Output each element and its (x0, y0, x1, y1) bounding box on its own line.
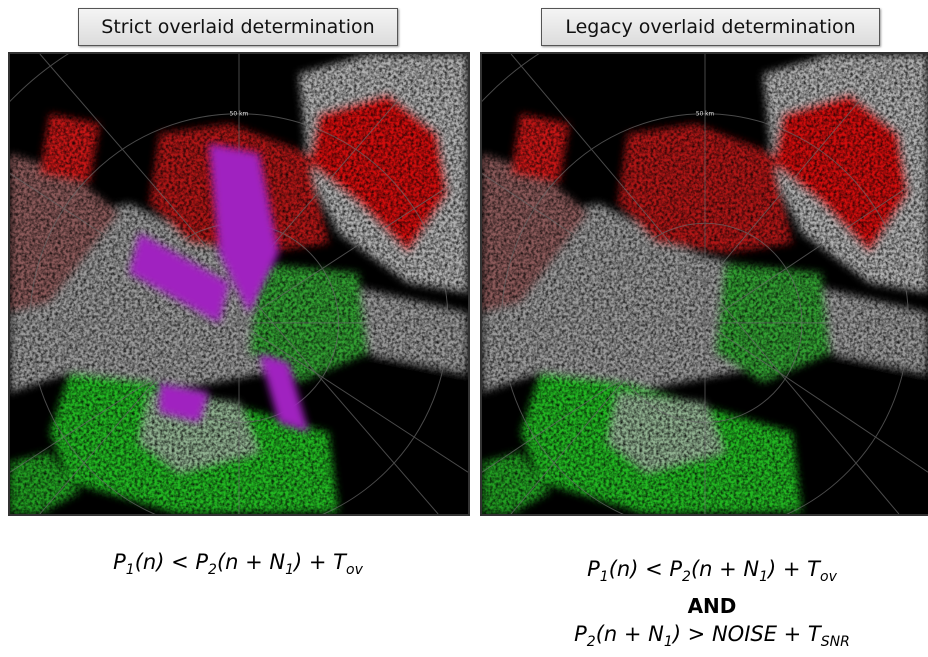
formula-term: P (587, 557, 600, 581)
radar-image-legacy: 50 km (480, 52, 928, 516)
formula-strict: P1(n) < P2(n + N1) + Tov (38, 548, 438, 585)
formula-term: ) > NOISE + T (672, 622, 821, 647)
radar-image-strict: 50 km (8, 52, 470, 516)
range-label: 50 km (230, 111, 249, 118)
conjunction: AND (687, 594, 737, 619)
formula-term: (n + N (595, 622, 664, 647)
formula-subscript: 1 (759, 569, 769, 586)
range-label: 50 km (696, 112, 714, 118)
formula-subscript: 2 (682, 569, 691, 586)
formula-subscript: SNR (820, 634, 850, 651)
panel-title: Legacy overlaid determination (541, 8, 880, 46)
condition: P2(n + N1) > NOISE + TSNR (500, 620, 924, 657)
formula-subscript: ov (346, 562, 363, 579)
formula-term: (n) < P (134, 550, 209, 574)
formula-subscript: 1 (663, 634, 673, 651)
formula-term: (n) < P (608, 557, 683, 581)
formula-term: ) + T (294, 550, 347, 574)
formula-term: (n + N (690, 557, 760, 581)
condition: P1(n) < P2(n + N1) + Tov (38, 548, 438, 585)
formula-term: (n + N (216, 550, 286, 574)
formula-subscript: 2 (586, 634, 596, 651)
formula-subscript: 1 (599, 569, 609, 586)
panel-title: Strict overlaid determination (78, 8, 398, 46)
formula-subscript: 1 (285, 562, 295, 579)
formula-subscript: ov (820, 569, 837, 586)
formula-legacy: P1(n) < P2(n + N1) + Tov AND P2(n + N1) … (500, 555, 924, 657)
formula-subscript: 1 (125, 562, 135, 579)
condition: P1(n) < P2(n + N1) + Tov (500, 555, 924, 592)
formula-term: P (574, 622, 587, 647)
formula-term: P (113, 550, 126, 574)
formula-subscript: 2 (208, 562, 217, 579)
formula-term: ) + T (768, 557, 821, 581)
